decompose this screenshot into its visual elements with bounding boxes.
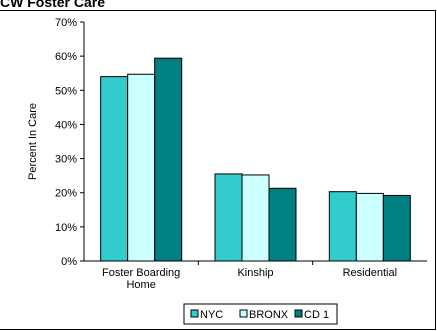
bar-nyc bbox=[328, 191, 357, 262]
x-tick-label: Residential bbox=[343, 267, 397, 279]
bar-cd-1 bbox=[382, 194, 411, 262]
legend-swatch bbox=[190, 309, 199, 318]
y-tick-label: 0% bbox=[61, 256, 77, 268]
legend-swatch bbox=[239, 309, 248, 318]
y-tick-label: 30% bbox=[55, 154, 77, 166]
legend: NYC BRONX CD 1 bbox=[183, 303, 338, 325]
y-tick-label: 20% bbox=[55, 188, 77, 200]
y-tick-label: 10% bbox=[55, 222, 77, 234]
legend-label: NYC bbox=[200, 309, 223, 321]
bar-bronx bbox=[127, 73, 156, 262]
bar-bronx bbox=[241, 174, 270, 262]
legend-label: CD 1 bbox=[304, 309, 329, 321]
x-tick-label: Foster Boarding bbox=[102, 267, 180, 279]
chart-frame bbox=[0, 10, 436, 330]
y-tick-label: 50% bbox=[55, 85, 77, 97]
bar-bronx bbox=[355, 192, 384, 262]
y-tick-label: 40% bbox=[55, 119, 77, 131]
legend-swatch bbox=[294, 309, 303, 318]
legend-box bbox=[183, 303, 338, 325]
bar-cd-1 bbox=[268, 187, 297, 262]
bar-nyc bbox=[214, 173, 243, 262]
labels-group: 0% 10% 20% 30% 40% 50% 60% 70% Percent In Care Fo… bbox=[27, 17, 397, 291]
y-axis-title: Percent In Care bbox=[27, 103, 39, 180]
bar-cd-1 bbox=[154, 57, 183, 262]
chart-title: CW Foster Care bbox=[0, 0, 106, 10]
y-tick-label: 70% bbox=[55, 17, 77, 29]
bars-group bbox=[100, 57, 411, 262]
x-tick-label: Kinship bbox=[237, 267, 273, 279]
y-tick-label: 60% bbox=[55, 51, 77, 63]
legend-label: BRONX bbox=[249, 309, 289, 321]
x-tick-label: Home bbox=[126, 279, 155, 291]
bar-nyc bbox=[100, 76, 129, 262]
